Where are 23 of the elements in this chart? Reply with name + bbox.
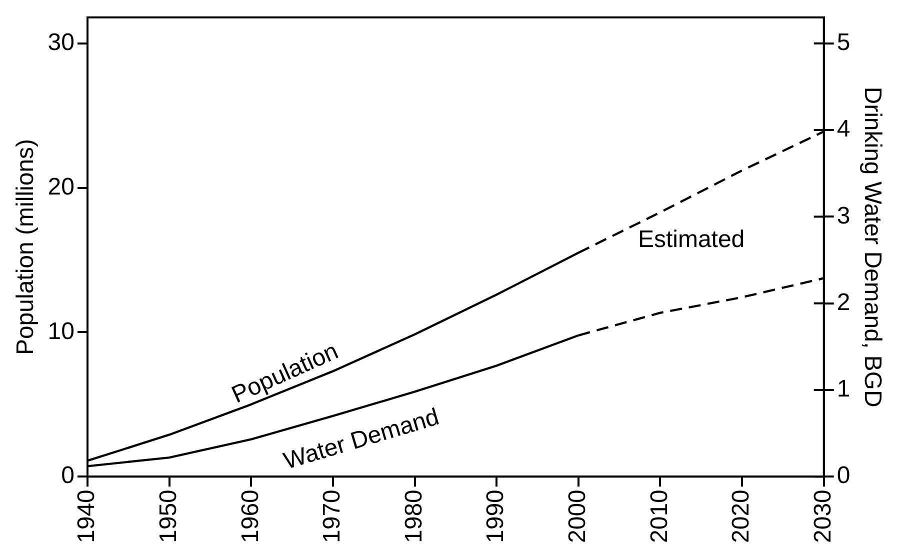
- y-axis-title: Population (millions): [12, 138, 40, 356]
- x-tick-label: 1970: [318, 490, 346, 543]
- x-tick-label: 1950: [154, 490, 182, 543]
- y2-tick-label: 3: [836, 202, 850, 230]
- y2-tick-label: 4: [836, 116, 850, 143]
- annotation: Estimated: [638, 226, 745, 254]
- y2-tick-label: 0: [836, 462, 850, 490]
- x-tick-label: 2000: [564, 490, 592, 543]
- x-tick-label: 1960: [236, 490, 264, 543]
- y2-tick-label: 2: [836, 288, 850, 316]
- y2-axis-title: Drinking Water Demand, BGD: [858, 86, 886, 408]
- y-tick-label: 20: [48, 173, 74, 200]
- y-tick-label: 0: [61, 462, 74, 490]
- y2-tick-label: 1: [836, 376, 850, 403]
- x-tick-label: 2030: [809, 490, 836, 543]
- y-tick-label: 10: [48, 318, 74, 345]
- y-tick-label: 30: [48, 29, 74, 56]
- x-tick-label: 1980: [400, 490, 428, 543]
- y2-tick-label: 5: [836, 29, 850, 56]
- x-tick-label: 2010: [646, 490, 673, 543]
- x-tick-label: 1940: [73, 490, 100, 543]
- x-tick-label: 1990: [482, 490, 510, 543]
- x-tick-label: 2020: [728, 490, 755, 543]
